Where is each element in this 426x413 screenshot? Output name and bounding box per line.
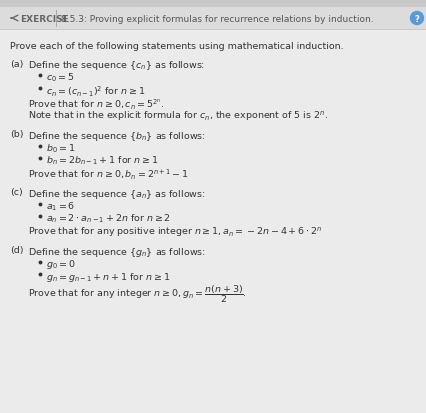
Text: Prove that for $n \geq 0, c_n = 5^{2^n}$.: Prove that for $n \geq 0, c_n = 5^{2^n}$… [28,97,164,112]
Text: Prove that for any integer $n \geq 0, g_n = \dfrac{n(n+3)}{2}$.: Prove that for any integer $n \geq 0, g_… [28,283,246,305]
Text: (a): (a) [10,59,23,68]
Text: 8.5.3: Proving explicit formulas for recurrence relations by induction.: 8.5.3: Proving explicit formulas for rec… [61,14,373,24]
Text: Prove each of the following statements using mathematical induction.: Prove each of the following statements u… [10,42,343,51]
Bar [0,0,426,8]
Text: $g_0 = 0$: $g_0 = 0$ [46,258,75,271]
Text: Note that in the explicit formula for $c_n$, the exponent of 5 is $2^n$.: Note that in the explicit formula for $c… [28,109,327,123]
Text: ?: ? [414,14,418,24]
Circle shape [409,12,423,26]
Text: $g_n = g_{n-1} + n + 1$ for $n \geq 1$: $g_n = g_{n-1} + n + 1$ for $n \geq 1$ [46,271,170,283]
Text: Define the sequence $\{g_n\}$ as follows:: Define the sequence $\{g_n\}$ as follows… [28,245,205,259]
Text: Define the sequence $\{c_n\}$ as follows:: Define the sequence $\{c_n\}$ as follows… [28,59,204,72]
Text: $c_0 = 5$: $c_0 = 5$ [46,72,75,84]
Text: Define the sequence $\{a_n\}$ as follows:: Define the sequence $\{a_n\}$ as follows… [28,188,205,201]
Text: (c): (c) [10,188,23,197]
Text: (d): (d) [10,245,23,254]
Bar [0,8,426,30]
Text: Define the sequence $\{b_n\}$ as follows:: Define the sequence $\{b_n\}$ as follows… [28,130,205,142]
Text: $c_n = (c_{n-1})^2$ for $n \geq 1$: $c_n = (c_{n-1})^2$ for $n \geq 1$ [46,84,145,98]
Text: $b_0 = 1$: $b_0 = 1$ [46,142,75,154]
Text: $b_n = 2b_{n-1} + 1$ for $n \geq 1$: $b_n = 2b_{n-1} + 1$ for $n \geq 1$ [46,154,158,167]
Text: (b): (b) [10,130,23,139]
Text: $a_n = 2 \cdot a_{n-1} + 2n$ for $n \geq 2$: $a_n = 2 \cdot a_{n-1} + 2n$ for $n \geq… [46,212,170,225]
Text: EXERCISE: EXERCISE [20,14,69,24]
Text: Prove that for $n \geq 0, b_n = 2^{n+1} - 1$: Prove that for $n \geq 0, b_n = 2^{n+1} … [28,167,188,181]
Text: $a_1 = 6$: $a_1 = 6$ [46,200,75,212]
Text: Prove that for any positive integer $n \geq 1, a_n = -2n - 4 + 6 \cdot 2^n$: Prove that for any positive integer $n \… [28,225,322,239]
